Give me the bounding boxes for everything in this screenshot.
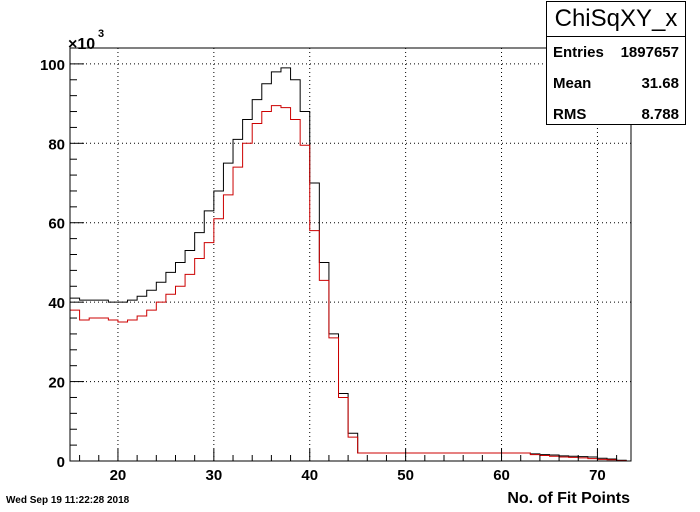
x-tick-label: 70 bbox=[589, 467, 606, 484]
tick-labels: 20 30 40 50 60 70 0 20 40 60 80 100 bbox=[40, 57, 606, 484]
y-tick-label: 40 bbox=[48, 295, 65, 312]
axis-ticks bbox=[70, 63, 618, 462]
y-tick-label: 20 bbox=[48, 375, 65, 392]
x-axis-label: No. of Fit Points bbox=[507, 490, 630, 507]
stats-mean-row: Mean 31.68 bbox=[547, 68, 685, 99]
stats-rms-row: RMS 8.788 bbox=[547, 99, 685, 130]
mean-label: Mean bbox=[553, 75, 592, 92]
y-multiplier-exponent: 3 bbox=[98, 28, 104, 40]
y-tick-label: 60 bbox=[48, 216, 65, 233]
histogram-series bbox=[70, 67, 627, 462]
y-tick-label: 100 bbox=[40, 57, 65, 74]
x-tick-label: 30 bbox=[206, 467, 223, 484]
date-stamp: Wed Sep 19 11:22:28 2018 bbox=[6, 495, 130, 506]
entries-value: 1897657 bbox=[620, 44, 679, 61]
grid-lines bbox=[70, 48, 631, 461]
y-multiplier-label: ×10 bbox=[68, 36, 95, 53]
mean-value: 31.68 bbox=[641, 75, 679, 92]
x-tick-label: 20 bbox=[110, 467, 127, 484]
stats-entries-row: Entries 1897657 bbox=[547, 37, 685, 68]
stats-title: ChiSqXY_x bbox=[547, 2, 685, 37]
entries-label: Entries bbox=[553, 44, 604, 61]
y-tick-label: 80 bbox=[48, 136, 65, 153]
rms-label: RMS bbox=[553, 106, 587, 123]
x-tick-label: 50 bbox=[397, 467, 414, 484]
x-tick-label: 60 bbox=[493, 467, 510, 484]
rms-value: 8.788 bbox=[641, 106, 679, 123]
y-tick-label: 0 bbox=[57, 454, 65, 471]
stats-box: ChiSqXY_x Entries 1897657 Mean 31.68 RMS… bbox=[546, 1, 686, 125]
histogram-series-2 bbox=[70, 105, 627, 462]
x-tick-label: 40 bbox=[301, 467, 318, 484]
